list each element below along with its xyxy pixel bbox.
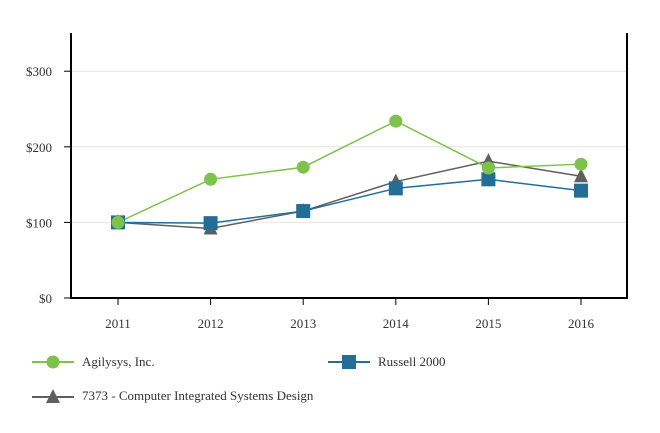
y-tick-label: $0 bbox=[39, 291, 52, 306]
legend-label: Russell 2000 bbox=[378, 354, 446, 369]
data-point-circle bbox=[111, 215, 125, 229]
data-point-circle bbox=[296, 160, 310, 174]
data-point-circle bbox=[574, 157, 588, 171]
legend-item-agilysys: Agilysys, Inc. bbox=[32, 354, 155, 370]
legend-item-7373: 7373 - Computer Integrated Systems Desig… bbox=[32, 388, 313, 404]
data-point-circle bbox=[389, 114, 403, 128]
x-tick-label: 2013 bbox=[290, 316, 316, 331]
data-point-square bbox=[481, 172, 496, 187]
data-point-square bbox=[296, 204, 311, 219]
data-point-circle bbox=[481, 161, 495, 175]
series-line-square bbox=[117, 178, 582, 224]
series-line-triangle bbox=[117, 160, 582, 230]
data-point-square bbox=[203, 216, 218, 231]
series-group bbox=[111, 114, 588, 235]
triangle-marker-icon bbox=[32, 389, 74, 403]
legend-item-russell-2000: Russell 2000 bbox=[328, 354, 446, 370]
x-tick-label: 2014 bbox=[383, 316, 410, 331]
y-axis-ticks: $0 $100 $200 $300 bbox=[26, 64, 71, 306]
circle-marker-icon bbox=[32, 355, 74, 369]
series-line-circle bbox=[117, 120, 582, 224]
data-point-square bbox=[574, 183, 588, 198]
data-point-circle bbox=[204, 172, 218, 186]
y-tick-label: $300 bbox=[26, 64, 52, 79]
x-tick-label: 2015 bbox=[475, 316, 501, 331]
legend-label: Agilysys, Inc. bbox=[82, 354, 155, 369]
x-tick-label: 2016 bbox=[568, 316, 595, 331]
y-tick-label: $200 bbox=[26, 140, 52, 155]
line-chart: $0 $100 $200 $300 2011 2012 2013 2014 2015 2016 bbox=[26, 33, 628, 331]
x-tick-label: 2011 bbox=[105, 316, 131, 331]
square-marker-icon bbox=[328, 355, 370, 369]
legend-label: 7373 - Computer Integrated Systems Desig… bbox=[82, 388, 314, 403]
y-tick-label: $100 bbox=[26, 215, 52, 230]
x-axis-ticks: 2011 2012 2013 2014 2015 2016 bbox=[105, 298, 595, 331]
data-point-triangle bbox=[574, 168, 588, 183]
x-tick-label: 2012 bbox=[198, 316, 224, 331]
data-point-square bbox=[388, 181, 403, 196]
